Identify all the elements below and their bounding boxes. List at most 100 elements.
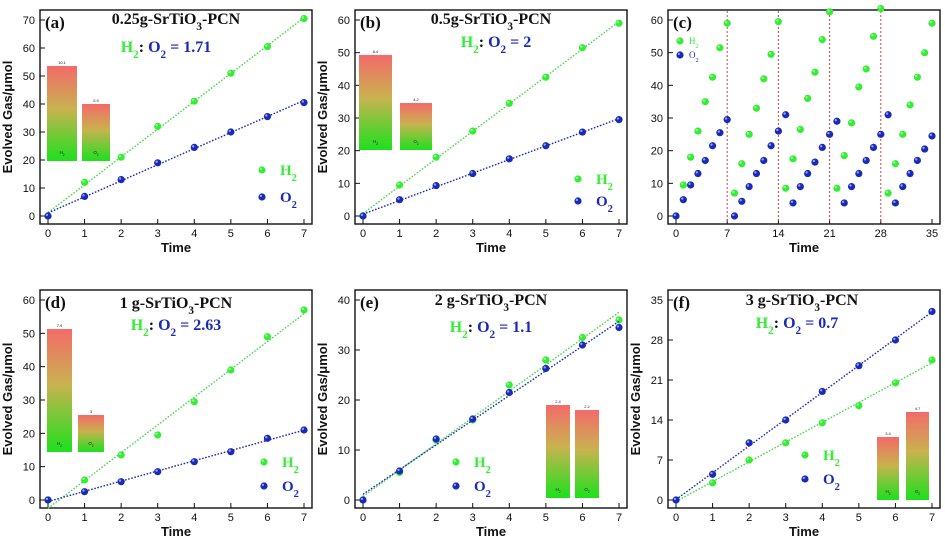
y-tick-label: 50 — [23, 71, 35, 83]
data-point-o2 — [190, 458, 198, 466]
data-point-h2 — [855, 83, 863, 91]
data-point-o2 — [782, 416, 790, 424]
x-axis-label: Time — [476, 524, 506, 539]
data-point-h2 — [117, 153, 125, 161]
data-point-o2 — [615, 116, 623, 124]
data-point-h2 — [679, 181, 687, 189]
x-tick-label: 5 — [543, 512, 549, 524]
data-point-o2 — [190, 143, 198, 151]
x-tick-label: 14 — [772, 228, 784, 240]
x-tick-label: 1 — [397, 512, 403, 524]
y-tick-label: 0 — [657, 495, 663, 507]
data-point-o2 — [672, 496, 680, 504]
data-point-h2 — [767, 50, 775, 58]
data-point-h2 — [615, 316, 623, 324]
plot-frame — [667, 289, 941, 509]
inset-bar-rect — [546, 405, 570, 498]
data-point-o2 — [300, 99, 308, 107]
data-point-h2 — [300, 306, 308, 314]
chart-panel-2: 0 1 2 3 4 5 6 7 0 10 20 30 40 50 60 Time Evolved Gas/μmo… — [315, 9, 628, 255]
data-point-o2 — [906, 169, 914, 178]
y-tick-label: 10 — [338, 445, 350, 457]
chart-title: 3 g-SrTiO3-PCN — [746, 292, 859, 314]
legend-marker-h2 — [260, 458, 268, 466]
inset-bar-rect — [906, 412, 929, 500]
fit-line-o2 — [47, 429, 305, 503]
data-point-o2 — [921, 145, 929, 153]
inset-bar-h2: 3.4 H2 — [877, 431, 899, 500]
data-point-o2 — [811, 158, 819, 166]
data-point-h2 — [826, 8, 834, 16]
inset-bar-label: O2 — [584, 487, 590, 494]
data-point-o2 — [804, 169, 812, 178]
x-tick-label: 4 — [819, 512, 825, 524]
data-point-o2 — [752, 169, 761, 178]
chart-title: 0.5g-SrTiO3-PCN — [431, 11, 552, 33]
data-point-h2 — [300, 15, 308, 23]
x-axis-label: Time — [161, 524, 191, 539]
x-tick-label: 3 — [470, 512, 476, 524]
plot-frame — [354, 9, 628, 225]
data-point-o2 — [395, 196, 404, 204]
data-point-o2 — [745, 183, 753, 191]
data-point-o2 — [840, 199, 848, 207]
chart-title: 2 g-SrTiO3-PCN — [435, 292, 548, 314]
data-point-o2 — [774, 127, 783, 135]
x-tick-label: 3 — [155, 228, 161, 240]
y-tick-label: 60 — [651, 15, 663, 27]
data-point-h2 — [687, 153, 695, 161]
y-tick-label: 50 — [23, 328, 35, 340]
panel-label: (e) — [360, 293, 379, 312]
data-point-o2 — [716, 129, 724, 137]
data-point-o2 — [760, 156, 768, 165]
legend-marker-o2 — [676, 51, 684, 59]
y-tick-label: 20 — [23, 428, 35, 440]
data-point-o2 — [826, 130, 834, 138]
inset-bar-o2: 3 O2 — [78, 409, 104, 452]
data-point-h2 — [782, 439, 790, 447]
x-tick-label: 2 — [118, 512, 124, 524]
plot-frame — [39, 289, 313, 509]
legend-label-o2: O2 — [596, 194, 613, 215]
inset-bar-label: O2 — [88, 441, 94, 448]
data-point-h2 — [395, 181, 404, 189]
y-tick-label: 40 — [23, 362, 35, 374]
data-point-o2 — [263, 113, 272, 121]
y-tick-label: 20 — [651, 146, 663, 158]
data-point-o2 — [117, 478, 125, 486]
data-point-h2 — [913, 73, 921, 81]
inset-bar-o2: 4.7 O2 — [906, 406, 929, 500]
y-tick-label: 20 — [23, 155, 35, 167]
panel-label: (b) — [360, 13, 381, 32]
fit-line-h2 — [47, 313, 305, 509]
legend-marker-o2 — [260, 482, 268, 490]
inset-bar-label: H2 — [57, 441, 62, 448]
x-tick-label: 0 — [673, 228, 679, 240]
panel-label: (f) — [673, 293, 690, 312]
x-tick-label: 3 — [155, 512, 161, 524]
data-point-o2 — [615, 323, 623, 332]
data-point-h2 — [899, 130, 907, 138]
data-point-h2 — [227, 366, 235, 374]
inset-bar-value: 3 — [90, 409, 93, 414]
legend-marker-h2 — [676, 37, 684, 45]
inset-bar-o2: 4.2 O2 — [400, 97, 432, 150]
data-point-o2 — [708, 470, 717, 478]
data-point-h2 — [615, 19, 623, 27]
y-tick-label: 30 — [338, 113, 350, 125]
chart-title: 1 g-SrTiO3-PCN — [120, 295, 233, 317]
fit-line-o2 — [362, 320, 620, 495]
x-axis-label: Time — [789, 524, 819, 539]
data-point-o2 — [359, 496, 367, 504]
y-tick-label: 20 — [338, 146, 350, 158]
inset-bar-value: 3.4 — [885, 431, 891, 436]
inset-bar-value: 4.2 — [413, 97, 419, 102]
x-tick-label: 2 — [118, 228, 124, 240]
x-axis-label: Time — [789, 240, 819, 255]
data-point-o2 — [505, 388, 513, 397]
y-axis-label: Evolved Gas/μmol — [628, 343, 643, 456]
data-point-h2 — [906, 101, 914, 109]
inset-bar-label: H2 — [60, 150, 65, 157]
data-point-o2 — [738, 197, 746, 205]
